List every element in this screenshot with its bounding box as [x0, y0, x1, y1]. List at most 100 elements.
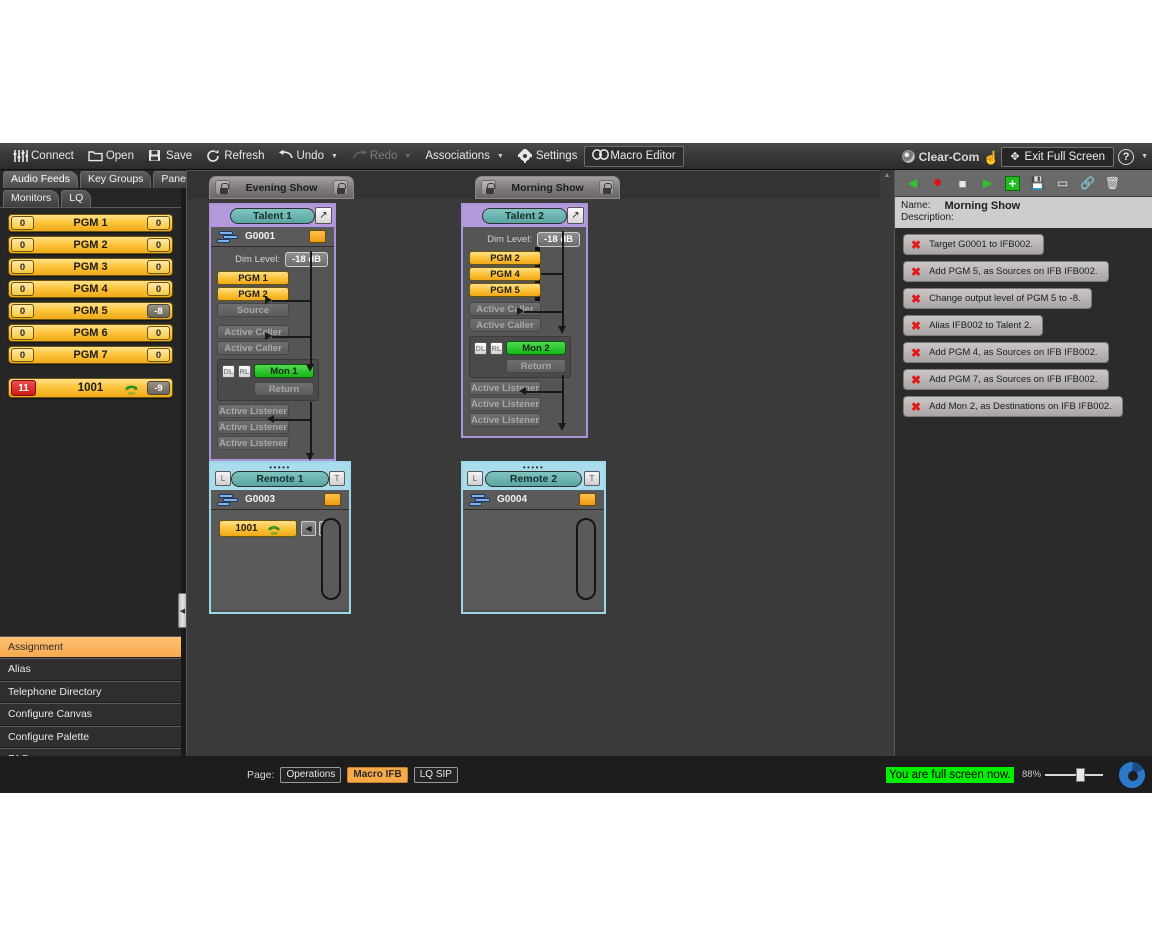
sidebar-item-configure-palette[interactable]: Configure Palette — [0, 725, 181, 748]
ifb-source-key[interactable]: PGM 2 — [217, 287, 289, 301]
help-chevron-down-icon[interactable]: ▼ — [1141, 153, 1148, 160]
page-button-lq-sip[interactable]: LQ SIP — [413, 766, 458, 783]
device-status-square[interactable] — [324, 493, 341, 506]
macro-step[interactable]: ✖ Add Mon 2, as Destinations on IFB IFB00… — [903, 396, 1123, 417]
tab-monitors[interactable]: Monitors — [3, 190, 60, 207]
panel-card-remote-1[interactable]: ••••• L Remote 1 T G0003 1001 — [209, 461, 351, 614]
panel-l-button[interactable]: L — [215, 471, 231, 486]
delete-step-icon[interactable]: ✖ — [911, 291, 922, 306]
sidebar-item-alias[interactable]: Alias — [0, 658, 181, 681]
expand-icon[interactable]: ↗ — [567, 207, 584, 224]
panel-l-button[interactable]: L — [467, 471, 483, 486]
audio-feed-row[interactable]: 0 PGM 1 0 — [8, 214, 173, 232]
delete-step-icon[interactable]: ✖ — [911, 237, 922, 252]
canvas-vertical-scrollbar[interactable]: ▲ ▼ — [880, 170, 894, 782]
tab-audio-feeds[interactable]: Audio Feeds — [3, 171, 78, 188]
panel-device-row[interactable]: G0004 — [463, 490, 604, 510]
delete-step-icon[interactable]: ✖ — [911, 264, 922, 279]
ifb-slot-key[interactable]: Active Listener — [217, 420, 289, 434]
drag-handle-icon[interactable]: ••••• — [522, 463, 545, 472]
ifb-source-key[interactable]: PGM 2 — [469, 251, 541, 265]
key-prev-button[interactable]: ◀ — [301, 521, 316, 536]
panel-card-remote-2[interactable]: ••••• L Remote 2 T G0004 — [461, 461, 606, 614]
sidebar-item-configure-canvas[interactable]: Configure Canvas — [0, 703, 181, 726]
delete-step-icon[interactable]: ✖ — [911, 318, 922, 333]
sidebar-item-assignment[interactable]: Assignment — [0, 635, 181, 658]
macro-name-value[interactable]: Morning Show — [944, 200, 1021, 212]
audio-feed-row[interactable]: 0 PGM 4 0 — [8, 280, 173, 298]
zoom-slider-track[interactable] — [1045, 774, 1103, 776]
delete-step-icon[interactable]: ✖ — [911, 372, 922, 387]
panel-t-button[interactable]: T — [329, 471, 345, 486]
toolbar-refresh-button[interactable]: Refresh — [199, 145, 271, 167]
rl-button[interactable]: RL — [238, 364, 251, 378]
panel-t-button[interactable]: T — [584, 471, 600, 486]
delete-step-icon[interactable]: ✖ — [911, 345, 922, 360]
return-key[interactable]: Return — [254, 382, 314, 396]
show-tab-morning[interactable]: Morning Show — [475, 176, 620, 199]
ifb-slot-key[interactable]: Active Caller — [469, 302, 541, 316]
dim-level-value[interactable]: -18 dB — [284, 252, 328, 267]
audio-feed-row[interactable]: 0 PGM 6 0 — [8, 324, 173, 342]
toolbar-open-button[interactable]: Open — [81, 145, 141, 167]
toolbar-connect-button[interactable]: Connect — [6, 145, 81, 167]
ifb-slot-key[interactable]: Active Listener — [469, 381, 541, 395]
audio-feed-row[interactable]: 0 PGM 3 0 — [8, 258, 173, 276]
ifb-slot-key[interactable]: Active Listener — [469, 397, 541, 411]
device-status-square[interactable] — [309, 230, 326, 243]
dl-button[interactable]: DL — [222, 364, 235, 378]
open-folder-button[interactable]: ▭ — [1056, 176, 1069, 190]
stop-button[interactable]: ■ — [958, 175, 967, 191]
page-button-operations[interactable]: Operations — [280, 766, 342, 783]
help-icon[interactable]: ? — [1118, 148, 1135, 165]
macro-step[interactable]: ✖ Target G0001 to IFB002. — [903, 234, 1045, 255]
macro-step[interactable]: ✖ Add PGM 7, as Sources on IFB IFB002. — [903, 369, 1109, 390]
panel-key-1001[interactable]: 1001 SIP — [219, 520, 297, 537]
tab-lq[interactable]: LQ — [61, 190, 92, 207]
toolbar-associations-button[interactable]: Associations ▼ — [418, 145, 511, 167]
audio-feed-row[interactable]: 0 PGM 2 0 — [8, 236, 173, 254]
link-button[interactable]: 🔗 — [1080, 176, 1095, 190]
monitor-key[interactable]: Mon 1 — [254, 364, 314, 378]
rl-button[interactable]: RL — [490, 341, 503, 355]
monitor-key[interactable]: Mon 2 — [506, 341, 566, 355]
ifb-slot-key[interactable]: Active Listener — [217, 404, 289, 418]
delete-step-icon[interactable]: ✖ — [911, 399, 922, 414]
return-key[interactable]: Return — [506, 359, 566, 373]
expand-icon[interactable]: ↗ — [315, 207, 332, 224]
dim-level-value[interactable]: -18 dB — [536, 232, 580, 247]
panel-device-row[interactable]: G0003 — [211, 490, 349, 510]
ifb-slot-key[interactable]: Active Listener — [469, 413, 541, 427]
ifb-device-row[interactable]: G0001 — [211, 227, 334, 247]
ifb-card-talent-2[interactable]: Talent 2 ↗ Dim Level: — [461, 203, 588, 438]
show-tab-evening[interactable]: Evening Show — [209, 176, 354, 199]
sidebar-item-telephone-directory[interactable]: Telephone Directory — [0, 680, 181, 703]
add-button[interactable]: + — [1005, 175, 1020, 191]
scroll-up-icon[interactable]: ▲ — [883, 172, 891, 179]
audio-feed-row[interactable]: 0 PGM 7 0 — [8, 346, 173, 364]
chevron-down-icon[interactable]: ▼ — [330, 152, 338, 160]
telephone-key-1001[interactable]: 11 1001 SIP -9 — [8, 378, 173, 398]
toolbar-save-button[interactable]: Save — [141, 145, 199, 167]
ifb-source-key[interactable]: PGM 5 — [469, 283, 541, 297]
audio-feed-row[interactable]: 0 PGM 5 -8 — [8, 302, 173, 320]
dl-button[interactable]: DL — [474, 341, 487, 355]
ifb-slot-key[interactable]: Active Caller — [469, 318, 541, 332]
tab-key-groups[interactable]: Key Groups — [79, 171, 152, 188]
toolbar-undo-button[interactable]: Undo ▼ — [271, 145, 344, 167]
macro-step[interactable]: ✖ Add PGM 5, as Sources on IFB IFB002. — [903, 261, 1109, 282]
chevron-down-icon[interactable]: ▼ — [496, 152, 504, 160]
ifb-card-talent-1[interactable]: Talent 1 ↗ G0001 — [209, 203, 336, 461]
delete-button[interactable]: 🗑 — [1104, 176, 1121, 190]
ifb-source-key[interactable]: PGM 4 — [469, 267, 541, 281]
play-button[interactable]: ▶ — [982, 176, 993, 190]
device-status-square[interactable] — [579, 493, 596, 506]
zoom-slider-knob[interactable] — [1076, 768, 1085, 782]
page-button-macro-ifb[interactable]: Macro IFB — [347, 766, 408, 783]
toolbar-macro-editor-button[interactable]: Macro Editor — [584, 145, 684, 167]
record-button[interactable]: ● — [932, 174, 943, 191]
drag-handle-icon[interactable]: ••••• — [269, 463, 291, 472]
ifb-slot-key[interactable]: Active Listener — [217, 436, 289, 450]
macro-step[interactable]: ✖ Alias IFB002 to Talent 2. — [903, 315, 1043, 336]
macro-step[interactable]: ✖ Change output level of PGM 5 to -8. — [903, 288, 1092, 309]
